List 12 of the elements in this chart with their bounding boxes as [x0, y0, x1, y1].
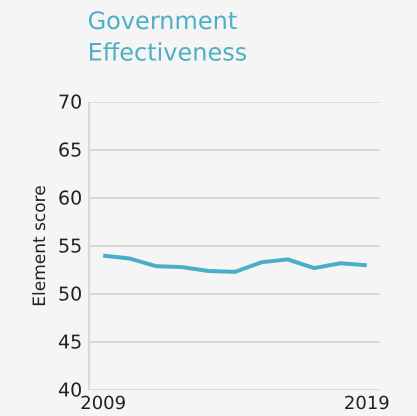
x-tick-label: 2009 [80, 393, 126, 414]
line-series [101, 254, 369, 274]
y-tick-label: 55 [58, 236, 82, 258]
y-tick-label: 70 [58, 92, 82, 114]
chart-title: Government Effectiveness [88, 7, 248, 66]
y-tick-label: 60 [58, 188, 82, 210]
y-tick-label: 65 [58, 140, 82, 162]
y-tick-label: 40 [58, 380, 82, 402]
x-tick-label: 2019 [344, 393, 390, 414]
y-tick-label: 45 [58, 332, 82, 354]
y-tick-label: 50 [58, 284, 82, 306]
y-axis-title: Element score [30, 185, 50, 307]
